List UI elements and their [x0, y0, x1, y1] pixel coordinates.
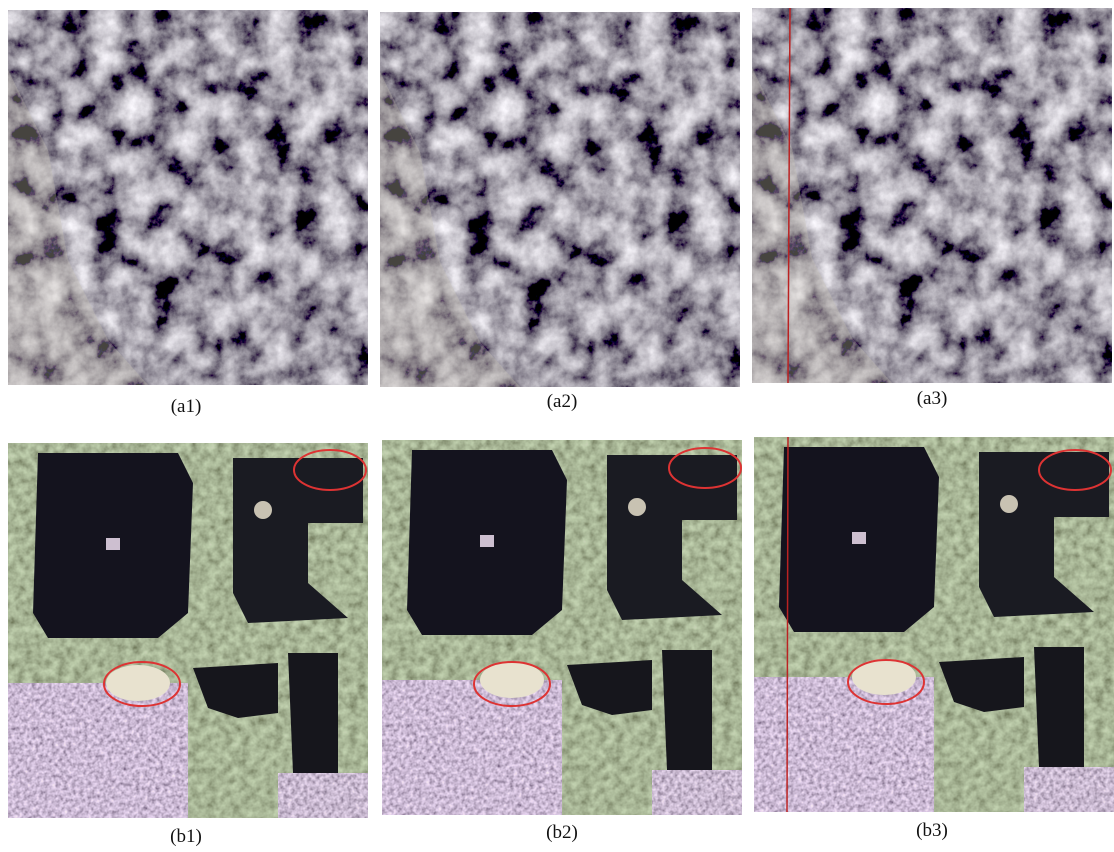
panel-b2 [382, 440, 742, 815]
panel-a2 [380, 12, 740, 387]
panel-a1 [8, 10, 368, 385]
panel-b1 [8, 443, 368, 818]
panel-label: (b1) [170, 826, 202, 847]
panel-label: (b3) [916, 820, 948, 841]
panel-label: (a3) [917, 388, 948, 409]
panel-a3 [752, 8, 1112, 383]
panel-label: (a2) [547, 391, 578, 412]
figure: (a1) (a2) (a3) (b1) (b2) (b3) [0, 0, 1114, 852]
panel-label: (b2) [546, 822, 578, 843]
panel-label: (a1) [171, 396, 202, 417]
panel-b3 [754, 437, 1114, 812]
